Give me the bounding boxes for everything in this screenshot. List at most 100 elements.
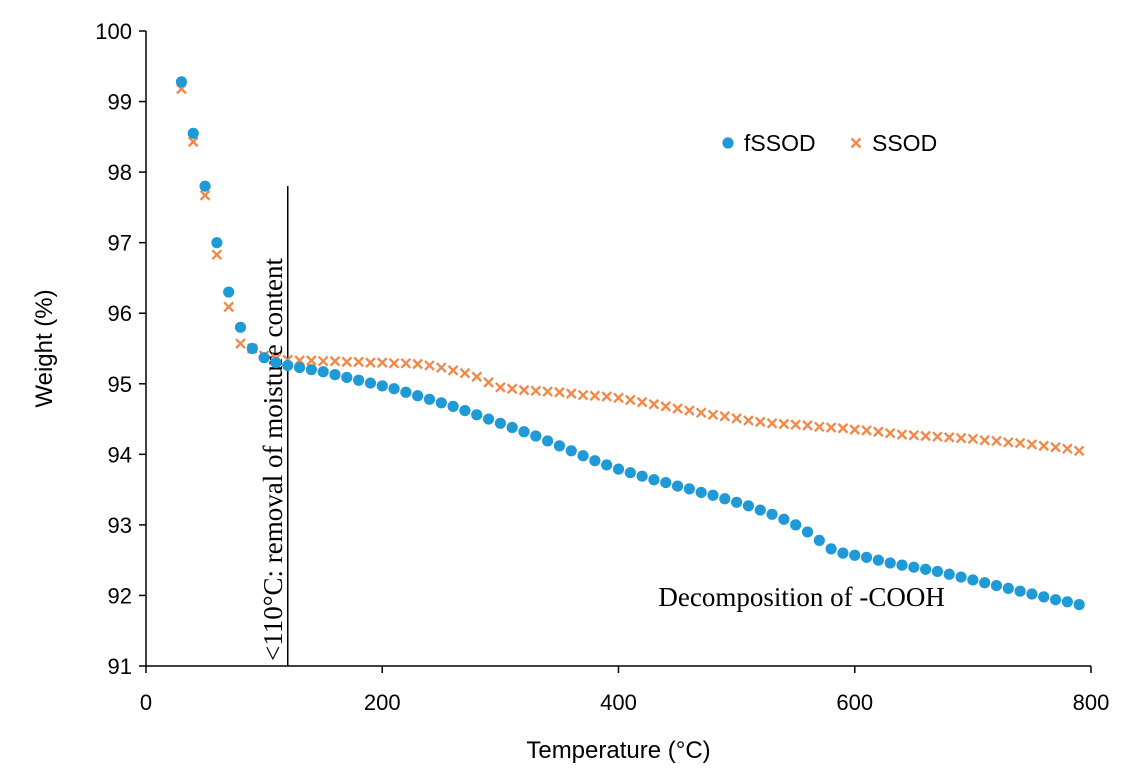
ssod-point-stroke — [199, 190, 211, 201]
fssod-point — [1061, 596, 1073, 608]
ssod-point-stroke — [565, 388, 577, 400]
ssod-point — [873, 426, 884, 438]
ssod-point-stroke — [223, 301, 235, 313]
ssod-point-stroke — [1038, 440, 1050, 452]
fssod-point — [282, 359, 294, 372]
fssod-point — [719, 493, 731, 505]
ssod-point — [483, 377, 494, 388]
fssod-point — [790, 519, 802, 531]
ssod-point-stroke — [955, 432, 967, 444]
ssod-point — [1073, 445, 1085, 457]
ssod-point-stroke — [341, 356, 353, 368]
fssod-point — [518, 426, 530, 438]
ssod-point-stroke — [530, 385, 542, 397]
x-axis-title: Temperature (°C) — [526, 737, 710, 764]
ssod-point — [672, 403, 683, 414]
fssod-point — [565, 445, 577, 457]
ssod-point — [861, 424, 872, 436]
ssod-point — [471, 371, 483, 383]
ssod-point-stroke — [435, 362, 447, 373]
ssod-point-stroke — [908, 429, 920, 441]
ssod-point-stroke — [459, 367, 471, 379]
ssod-point-stroke — [542, 386, 553, 397]
ssod-point — [1062, 443, 1073, 455]
ssod-point-stroke — [317, 355, 329, 367]
fssod-point — [849, 549, 861, 561]
ssod-point-stroke — [471, 371, 483, 383]
ssod-point — [1038, 440, 1050, 452]
ssod-point-stroke — [365, 357, 376, 368]
y-tick-label: 99 — [108, 90, 132, 115]
ssod-point — [506, 383, 518, 395]
ssod-point-stroke — [235, 338, 246, 349]
ssod-point — [495, 381, 506, 393]
ssod-point — [565, 388, 577, 400]
ssod-point — [530, 385, 542, 397]
ssod-point-stroke — [329, 355, 341, 367]
ssod-point-stroke — [896, 429, 908, 440]
ssod-point — [932, 431, 943, 443]
fssod-point — [175, 76, 188, 88]
ssod-point — [388, 357, 400, 369]
x-tick-label: 200 — [364, 690, 401, 715]
fssod-point — [329, 369, 341, 381]
x-tick-label: 0 — [140, 690, 152, 715]
fssod-point — [376, 380, 388, 392]
fssod-point — [447, 400, 459, 412]
ssod-point-stroke — [1050, 441, 1061, 453]
legend-ssod-cross — [850, 137, 862, 149]
fssod-point — [270, 357, 282, 369]
ssod-point — [825, 422, 837, 433]
ssod-point-stroke — [1073, 445, 1085, 457]
fssod-point — [648, 474, 660, 486]
ssod-point — [447, 365, 459, 376]
y-tick-label: 97 — [108, 231, 132, 256]
y-tick-label: 92 — [108, 583, 132, 608]
ssod-point-stroke — [447, 365, 459, 376]
ssod-point — [199, 190, 211, 201]
ssod-point-stroke — [518, 384, 530, 396]
fssod-point — [542, 435, 554, 447]
fssod-point — [731, 496, 743, 508]
ssod-point-stroke — [187, 136, 199, 148]
fssod-point — [353, 374, 365, 386]
ssod-point — [376, 357, 388, 368]
ssod-point-stroke — [790, 419, 802, 431]
ssod-point — [636, 396, 648, 408]
fssod-point — [1002, 582, 1014, 594]
ssod-point — [955, 432, 967, 444]
ssod-point-stroke — [660, 401, 672, 412]
fssod-point — [931, 565, 944, 578]
ssod-point — [648, 398, 660, 410]
fssod-point — [223, 286, 235, 298]
fssod-point — [837, 547, 849, 559]
ssod-point-stroke — [707, 409, 719, 421]
decomposition-annotation: Decomposition of -COOH — [658, 582, 944, 612]
ssod-point-stroke — [695, 407, 707, 419]
fssod-point — [211, 237, 223, 249]
ssod-point-stroke — [424, 360, 435, 371]
ssod-point-stroke — [495, 381, 506, 393]
ssod-point-stroke — [991, 435, 1002, 447]
ssod-point-stroke — [1014, 437, 1026, 449]
fssod-point — [388, 383, 400, 395]
fssod-point — [967, 574, 979, 586]
ssod-point-stroke — [873, 426, 884, 438]
ssod-point-stroke — [778, 418, 790, 430]
x-axis-ticks: 0 200 400 600 800 — [140, 666, 1109, 715]
ssod-point — [1002, 436, 1014, 448]
ssod-point — [920, 430, 931, 442]
ssod-point — [707, 409, 719, 421]
x-tick-label: 400 — [600, 690, 637, 715]
legend: fSSOD SSOD — [722, 130, 937, 156]
ssod-point-stroke — [743, 415, 754, 426]
ssod-point — [1026, 439, 1038, 450]
fssod-point — [435, 397, 447, 409]
ssod-point — [353, 356, 364, 368]
fssod-point — [400, 386, 412, 398]
fssod-point — [624, 467, 636, 479]
fssod-point — [908, 561, 920, 573]
ssod-point — [554, 386, 565, 398]
ssod-point-stroke — [624, 394, 636, 406]
ssod-point — [589, 390, 601, 402]
